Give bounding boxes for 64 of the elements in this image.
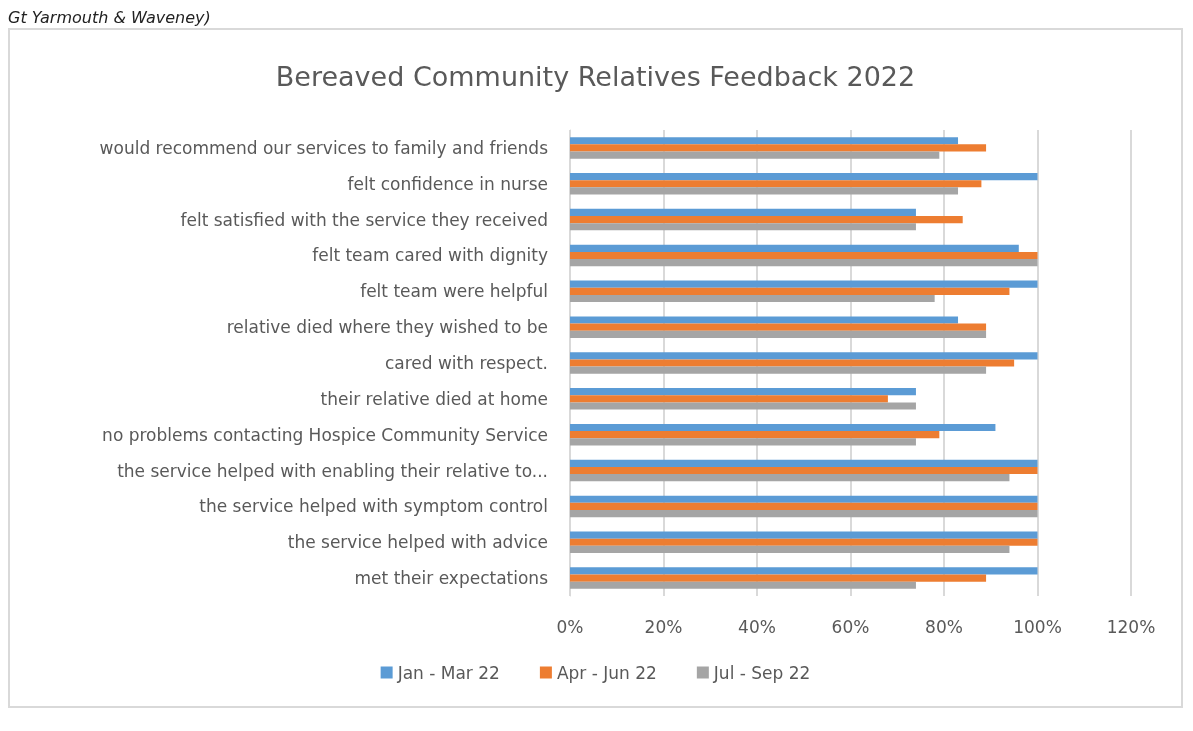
bar bbox=[570, 187, 959, 195]
bar bbox=[570, 574, 987, 582]
bar bbox=[570, 509, 1038, 518]
bar bbox=[570, 531, 1038, 539]
bar bbox=[570, 395, 888, 403]
bar bbox=[570, 388, 916, 396]
x-tick-label: 60% bbox=[831, 616, 870, 637]
bar bbox=[570, 180, 982, 188]
x-tick-label: 20% bbox=[644, 616, 683, 637]
bar bbox=[570, 466, 1038, 475]
legend-label: Jan - Mar 22 bbox=[396, 662, 500, 683]
bar bbox=[570, 402, 916, 410]
y-tick-label: felt team cared with dignity bbox=[312, 245, 548, 266]
bar bbox=[570, 173, 1038, 181]
x-tick-label: 80% bbox=[925, 616, 963, 637]
y-tick-label: the service helped with advice bbox=[287, 532, 548, 553]
bar bbox=[570, 223, 916, 231]
bar bbox=[570, 280, 1038, 288]
bar bbox=[570, 366, 987, 374]
y-tick-label: no problems contacting Hospice Community Service bbox=[102, 424, 548, 445]
bar bbox=[570, 538, 1038, 546]
bar bbox=[570, 359, 1015, 367]
text: Gt Yarmouth & Waveney) bbox=[8, 8, 212, 28]
x-tick-label: 100% bbox=[1013, 616, 1062, 637]
legend-label: Jul - Sep 22 bbox=[712, 662, 811, 683]
bar bbox=[570, 495, 1038, 503]
bar bbox=[570, 137, 959, 145]
bar bbox=[570, 259, 1038, 267]
y-tick-label: their relative died at home bbox=[320, 388, 548, 409]
y-tick-label: cared with respect. bbox=[384, 353, 548, 373]
bar bbox=[570, 581, 916, 589]
x-tick-label: 0% bbox=[556, 616, 584, 637]
bar bbox=[570, 144, 987, 152]
y-tick-label: felt confidence in nurse bbox=[347, 173, 548, 194]
bar bbox=[570, 330, 987, 338]
chart-title: Bereaved Community Relatives Feedback 2022 bbox=[275, 61, 916, 92]
bar bbox=[570, 244, 1019, 252]
bar bbox=[570, 316, 959, 324]
y-tick-label: felt team were helpful bbox=[360, 281, 548, 302]
y-tick-label: the service helped with enabling their relative to... bbox=[117, 460, 548, 481]
bar bbox=[570, 474, 1010, 482]
bar bbox=[570, 567, 1038, 575]
y-tick-label: felt satisfied with the service they received bbox=[180, 209, 548, 230]
bar bbox=[570, 294, 935, 303]
y-tick-label: met their expectations bbox=[354, 568, 549, 589]
bar bbox=[570, 151, 940, 159]
bar bbox=[570, 431, 940, 439]
y-tick-label: would recommend our services to family and friends bbox=[99, 137, 549, 158]
bar bbox=[570, 459, 1038, 467]
bar bbox=[570, 438, 916, 446]
bar bbox=[570, 208, 916, 217]
bar bbox=[570, 323, 987, 331]
bar bbox=[570, 545, 1010, 553]
x-tick-label: 120% bbox=[1106, 616, 1156, 637]
bar bbox=[570, 502, 1038, 510]
bar bbox=[570, 352, 1038, 360]
y-tick-label: the service helped with symptom control bbox=[199, 496, 548, 517]
legend-label: Apr - Jun 22 bbox=[556, 662, 657, 683]
bar bbox=[570, 287, 1010, 295]
x-tick-label: 40% bbox=[738, 616, 776, 637]
bar bbox=[570, 251, 1038, 260]
bar bbox=[570, 423, 996, 432]
y-tick-label: relative died where they wished to be bbox=[226, 317, 548, 338]
bar bbox=[570, 216, 963, 224]
